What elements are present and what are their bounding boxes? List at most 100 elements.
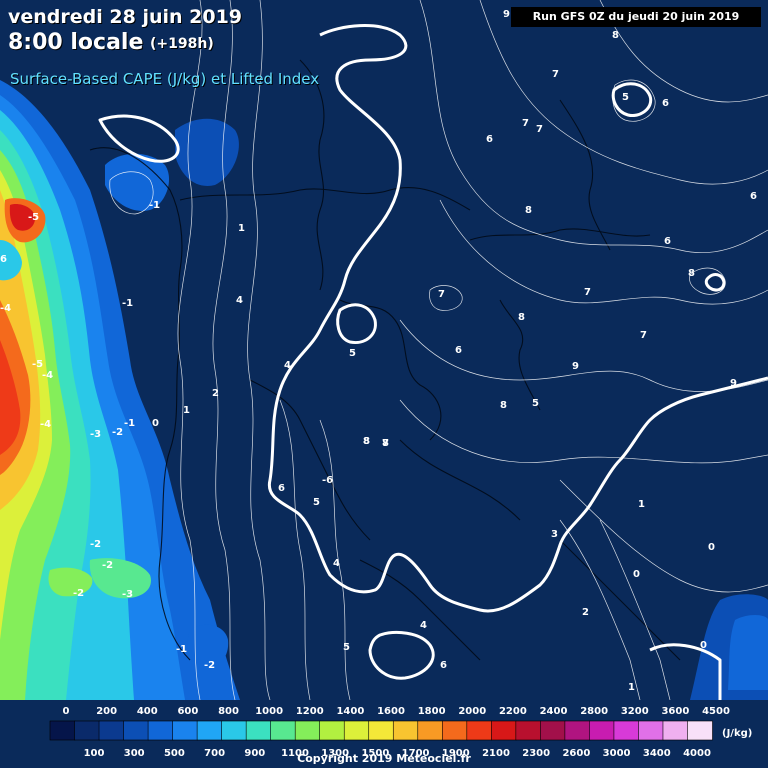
li-label: -3 xyxy=(90,429,101,440)
legend-top-label: 3600 xyxy=(661,706,689,717)
li-label: -2 xyxy=(73,588,84,599)
li-label: 7 xyxy=(382,438,389,449)
legend-swatch xyxy=(613,720,640,741)
legend-swatch xyxy=(245,720,272,741)
li-label: 4 xyxy=(284,360,291,371)
li-label: 1 xyxy=(238,223,245,234)
legend-swatch xyxy=(294,720,321,741)
legend-swatch xyxy=(466,720,493,741)
legend-swatch xyxy=(343,720,370,741)
li-label: 9 xyxy=(572,361,579,372)
li-label: -1 xyxy=(122,298,133,309)
li-label: 6 xyxy=(750,191,757,202)
legend-top-label: 2800 xyxy=(580,706,608,717)
li-label: -5 xyxy=(32,359,43,370)
li-label: -3 xyxy=(122,589,133,600)
li-label: 6 xyxy=(664,236,671,247)
legend-swatch xyxy=(74,720,100,741)
field-title: Surface-Based CAPE (J/kg) et Lifted Inde… xyxy=(10,70,320,88)
legend-top-label: 800 xyxy=(218,706,239,717)
li-label: -1 xyxy=(124,418,135,429)
li-label: 2 xyxy=(582,607,589,618)
cape-zero-line xyxy=(98,24,768,700)
li-label: -4 xyxy=(40,419,51,430)
forecast-time: 8:00 locale xyxy=(8,30,144,55)
run-info: Run GFS 0Z du jeudi 20 juin 2019 xyxy=(511,7,761,27)
li-label: 6 xyxy=(486,134,493,145)
legend-swatch xyxy=(687,720,713,741)
legend-bottom-label: 2300 xyxy=(522,748,550,759)
legend-bottom-labels: 100 300 500 700 900 1100 1300 1500 1700 1900 2100 2… xyxy=(84,748,711,759)
li-label: 7 xyxy=(536,124,543,135)
li-label: 5 xyxy=(532,398,539,409)
li-label: 7 xyxy=(552,69,559,80)
li-label: -1 xyxy=(149,200,160,211)
legend-top-label: 1600 xyxy=(377,706,405,717)
legend-swatch xyxy=(417,720,444,741)
legend-swatch xyxy=(172,720,198,741)
li-label: 4 xyxy=(333,558,340,569)
legend-swatch xyxy=(662,720,689,741)
li-label: 0 xyxy=(700,640,707,651)
forecast-date: vendredi 28 juin 2019 xyxy=(8,6,243,28)
legend-swatch xyxy=(564,720,591,741)
legend-top-label: 3200 xyxy=(621,706,649,717)
li-label: 6 xyxy=(278,483,285,494)
li-label: -2 xyxy=(90,539,101,550)
legend-swatch xyxy=(441,720,468,741)
li-label: 0 xyxy=(708,542,715,553)
legend-bottom-label: 900 xyxy=(244,748,265,759)
li-label: 5 xyxy=(343,642,350,653)
li-label: 6 xyxy=(440,660,447,671)
legend-swatch xyxy=(540,720,566,741)
legend-top-label: 1800 xyxy=(418,706,446,717)
forecast-offset: (+198h) xyxy=(150,36,214,52)
legend-top-label: 1400 xyxy=(336,706,364,717)
li-label: 9 xyxy=(503,9,510,20)
legend-top-label: 2400 xyxy=(540,706,568,717)
li-label: 8 xyxy=(363,436,370,447)
legend-bottom-label: 4000 xyxy=(683,748,711,759)
li-label: 9 xyxy=(730,378,737,389)
li-label: -5 xyxy=(28,212,39,223)
legend-top-label: 600 xyxy=(177,706,198,717)
cape-contours xyxy=(109,0,768,701)
li-label: -1 xyxy=(176,644,187,655)
li-label: 4 xyxy=(420,620,427,631)
li-label: -6 xyxy=(322,475,333,486)
li-label: 1 xyxy=(638,499,645,510)
li-label: 0 xyxy=(633,569,640,580)
legend-swatches xyxy=(49,720,713,741)
li-label: 8 xyxy=(363,436,370,447)
coastlines xyxy=(89,59,681,661)
legend-swatch xyxy=(49,720,76,741)
legend-unit: (J/kg) xyxy=(722,728,753,739)
legend-swatch xyxy=(98,720,125,741)
legend-bottom-label: 100 xyxy=(84,748,105,759)
legend-top-label: 1200 xyxy=(296,706,324,717)
li-label: -2 xyxy=(102,560,113,571)
legend-bottom-label: 3400 xyxy=(643,748,671,759)
lifted-index-labels: 9 8 7 5 6 6 7 7 6 8 6 -1 1 8 6 9 -5 7 8 … xyxy=(0,9,757,693)
li-label: 7 xyxy=(584,287,591,298)
li-label: 6 xyxy=(662,98,669,109)
legend-top-labels: 0 200 400 600 800 1000 1200 1400 1600 1800 2000 220… xyxy=(63,706,730,717)
legend-bottom-label: 1100 xyxy=(281,748,309,759)
legend-bottom-label: 1700 xyxy=(402,748,430,759)
legend-top-label: 1000 xyxy=(255,706,283,717)
legend-swatch xyxy=(638,720,664,741)
legend-swatch xyxy=(221,720,247,741)
legend-bottom-label: 300 xyxy=(124,748,145,759)
li-label: -4 xyxy=(42,370,53,381)
li-label: 4 xyxy=(236,295,243,306)
li-label: 7 xyxy=(522,118,529,129)
legend-bottom-label: 2600 xyxy=(562,748,590,759)
li-label: 8 xyxy=(688,268,695,279)
legend-bottom-label: 3000 xyxy=(603,748,631,759)
li-label: 6 xyxy=(0,254,7,265)
legend-bottom-label: 2100 xyxy=(482,748,510,759)
li-label: 7 xyxy=(438,289,445,300)
li-label: -2 xyxy=(112,427,123,438)
legend-bottom-label: 1900 xyxy=(442,748,470,759)
legend-swatch xyxy=(270,720,296,741)
